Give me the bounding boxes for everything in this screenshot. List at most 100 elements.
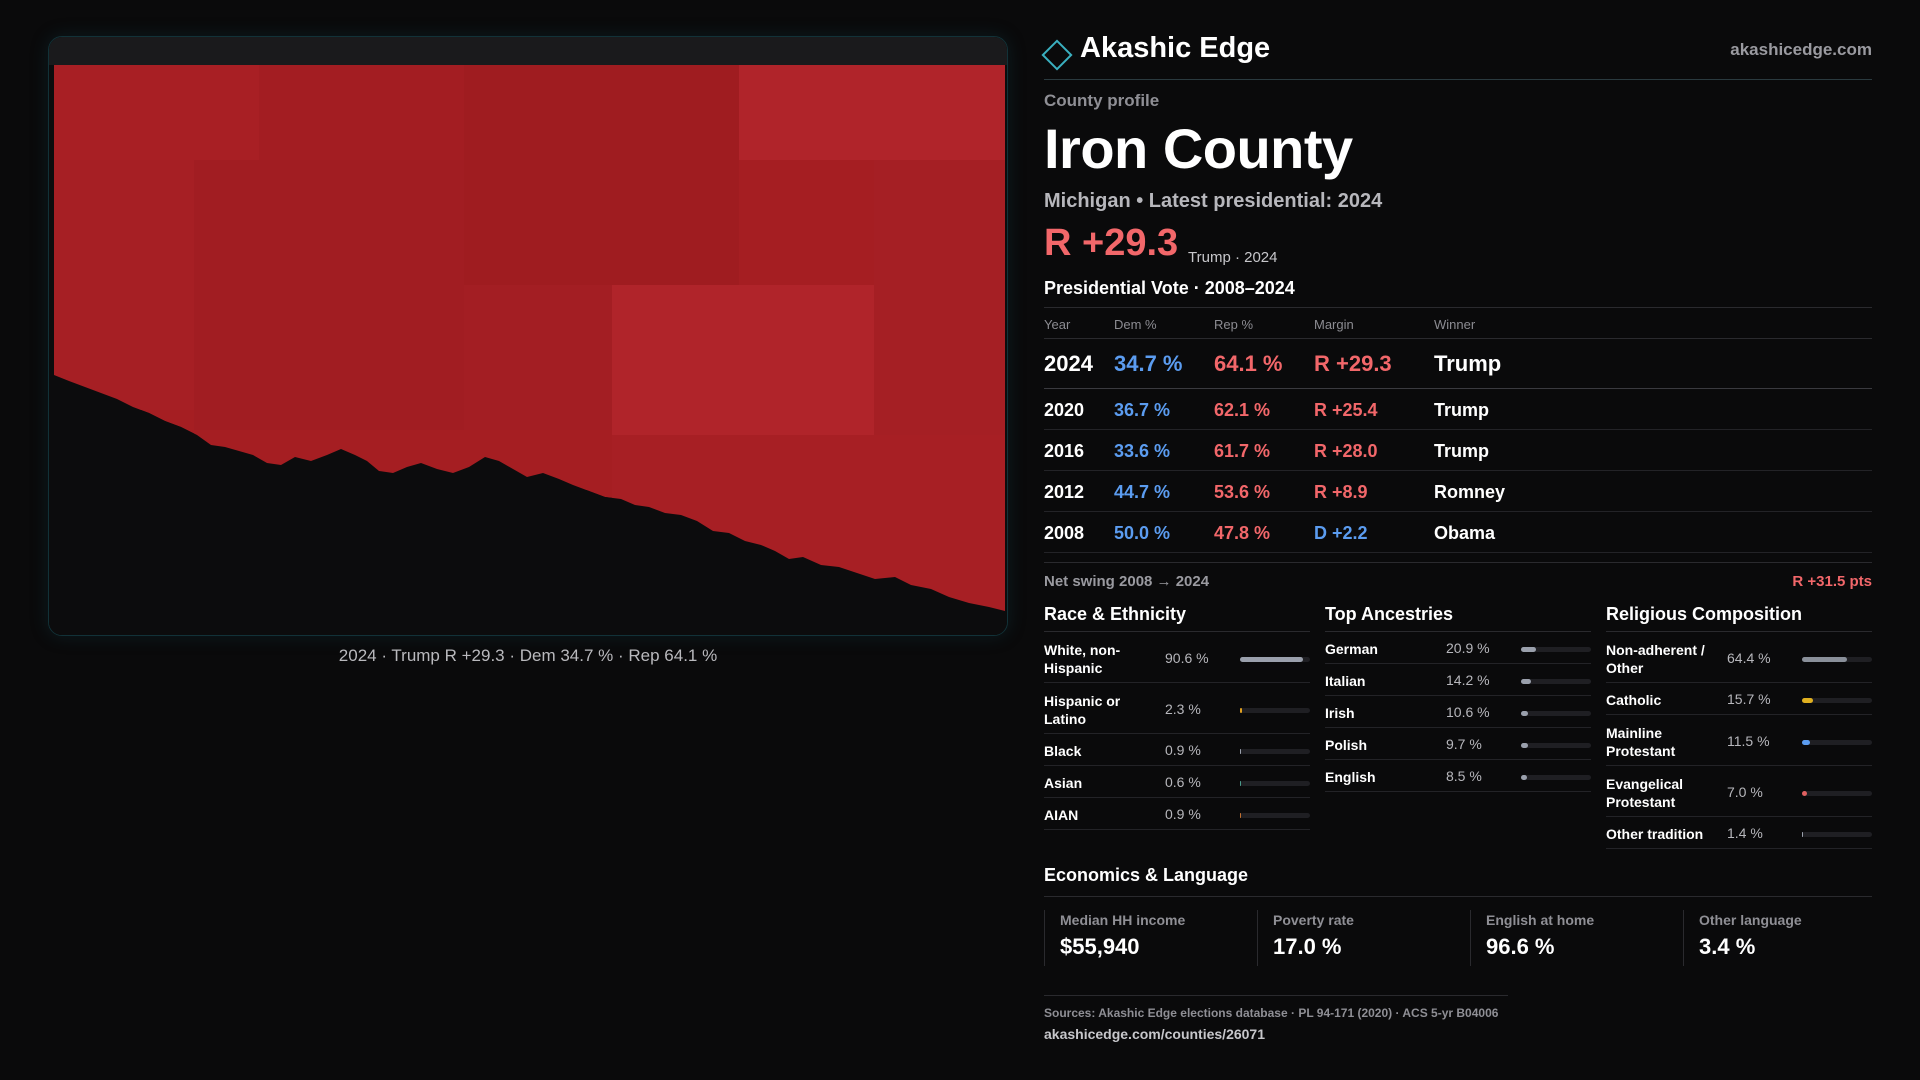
economics-grid: Median HH income $55,940 Poverty rate 17… [1044,910,1872,966]
demo-bar-track [1521,743,1591,748]
demo-label: Italian [1325,673,1366,689]
profile-panel: Akashic Edge akashicedge.com County prof… [1041,0,1872,1080]
row-margin: R +25.4 [1314,400,1378,420]
row-winner: Romney [1434,482,1506,502]
brand-name: Akashic Edge [1080,32,1271,64]
row-winner: Trump [1434,400,1490,420]
col-header-dem: Dem % [1114,317,1157,332]
sources-url-link[interactable]: akashicedge.com/counties/26071 [1044,1026,1265,1042]
demo-bar-track [1802,740,1872,745]
ancestry-section-title: Top Ancestries [1325,600,1591,632]
demo-bar-track [1521,679,1591,684]
row-rep: 64.1 % [1214,351,1283,376]
demo-bar-track [1240,749,1310,754]
econ-value: 17.0 % [1273,934,1342,959]
demo-label: Hispanic or Latino [1044,693,1121,727]
list-item: White, non-Hispanic 90.6 % [1044,632,1310,683]
demo-value: 64.4 % [1727,650,1771,666]
list-item: Polish 9.7 % [1325,728,1591,760]
econ-value: 96.6 % [1486,934,1555,959]
page-title: Iron County [1044,117,1353,180]
demo-value: 10.6 % [1446,704,1490,720]
row-dem: 50.0 % [1114,523,1171,543]
row-winner: Obama [1434,523,1496,543]
table-row: 2012 44.7 % 53.6 % R +8.9 Romney [1044,471,1872,512]
county-map[interactable] [48,36,1008,636]
economics-header: Economics & Language [1044,865,1872,897]
list-item: Mainline Protestant 11.5 % [1606,715,1872,766]
list-item: Black 0.9 % [1044,734,1310,766]
demo-value: 0.9 % [1165,742,1201,758]
demo-bar-track [1802,698,1872,703]
row-rep: 47.8 % [1214,523,1271,543]
row-year: 2024 [1044,351,1093,376]
row-year: 2020 [1044,400,1085,420]
row-rep: 61.7 % [1214,441,1271,461]
row-year: 2008 [1044,523,1085,543]
demo-label: Polish [1325,737,1368,753]
headline-margin: R +29.3 [1044,222,1179,264]
profile-eyebrow: County profile [1044,91,1160,110]
demo-bar-track [1521,775,1591,780]
demo-label: Mainline Protestant [1606,725,1676,759]
county-map-svg [49,37,1007,635]
demo-label: Non-adherent / Other [1606,642,1705,676]
list-item: Irish 10.6 % [1325,696,1591,728]
list-item: Other tradition 1.4 % [1606,817,1872,849]
list-item: English 8.5 % [1325,760,1591,792]
demo-label: German [1325,641,1378,657]
list-item: Hispanic or Latino 2.3 % [1044,683,1310,734]
demo-bar-track [1521,647,1591,652]
list-item: Non-adherent / Other 64.4 % [1606,632,1872,683]
demo-label: Asian [1044,775,1083,791]
econ-value: $55,940 [1060,934,1140,959]
net-swing-label: Net swing 2008 → 2024 [1044,573,1210,590]
list-item: Italian 14.2 % [1325,664,1591,696]
demo-label: White, non-Hispanic [1044,642,1121,676]
religion-section-title: Religious Composition [1606,600,1872,632]
diamond-logo-icon [1041,39,1073,71]
demo-value: 0.9 % [1165,806,1201,822]
county-subdivisions [54,65,1005,611]
demo-value: 15.7 % [1727,691,1771,707]
econ-label: Other language [1699,912,1802,928]
demo-bar-track [1521,711,1591,716]
row-margin: R +8.9 [1314,482,1368,502]
brand-url-link[interactable]: akashicedge.com [1730,40,1872,59]
col-header-year: Year [1044,317,1071,332]
row-rep: 62.1 % [1214,400,1271,420]
demo-value: 14.2 % [1446,672,1490,688]
demo-value: 11.5 % [1727,733,1770,749]
table-row: 2008 50.0 % 47.8 % D +2.2 Obama [1044,512,1872,553]
demo-bar-fill [1240,781,1242,786]
econ-label: Poverty rate [1273,912,1354,928]
demo-value: 7.0 % [1727,784,1763,800]
row-year: 2012 [1044,482,1085,502]
col-header-margin: Margin [1314,317,1354,332]
demo-bar-fill [1521,743,1528,748]
demo-bar-fill [1802,791,1807,796]
vote-table: Year Dem % Rep % Margin Winner 2024 34.7… [1044,307,1872,553]
demo-bar-track [1240,708,1310,713]
economics-section-title: Economics & Language [1044,865,1249,885]
econ-label: Median HH income [1060,912,1186,928]
econ-stat: Poverty rate 17.0 % [1257,910,1457,966]
table-row: 2016 33.6 % 61.7 % R +28.0 Trump [1044,430,1872,471]
map-caption: 2024 · Trump R +29.3 · Dem 34.7 % · Rep … [338,646,718,665]
row-dem: 34.7 % [1114,351,1183,376]
econ-stat: English at home 96.6 % [1470,910,1670,966]
demo-bar-track [1240,781,1310,786]
list-item: Evangelical Protestant 7.0 % [1606,766,1872,817]
demo-label: Other tradition [1606,826,1704,842]
demo-bar-fill [1521,775,1527,780]
vote-section-title: Presidential Vote · 2008–2024 [1044,278,1295,298]
row-dem: 36.7 % [1114,400,1171,420]
vote-table-header: Year Dem % Rep % Margin Winner [1044,308,1872,339]
demo-label: AIAN [1044,807,1079,823]
demo-label: English [1325,769,1376,785]
econ-label: English at home [1486,912,1595,928]
row-margin: R +29.3 [1314,351,1392,376]
demo-bar-track [1802,791,1872,796]
col-header-rep: Rep % [1214,317,1254,332]
col-header-winner: Winner [1434,317,1476,332]
